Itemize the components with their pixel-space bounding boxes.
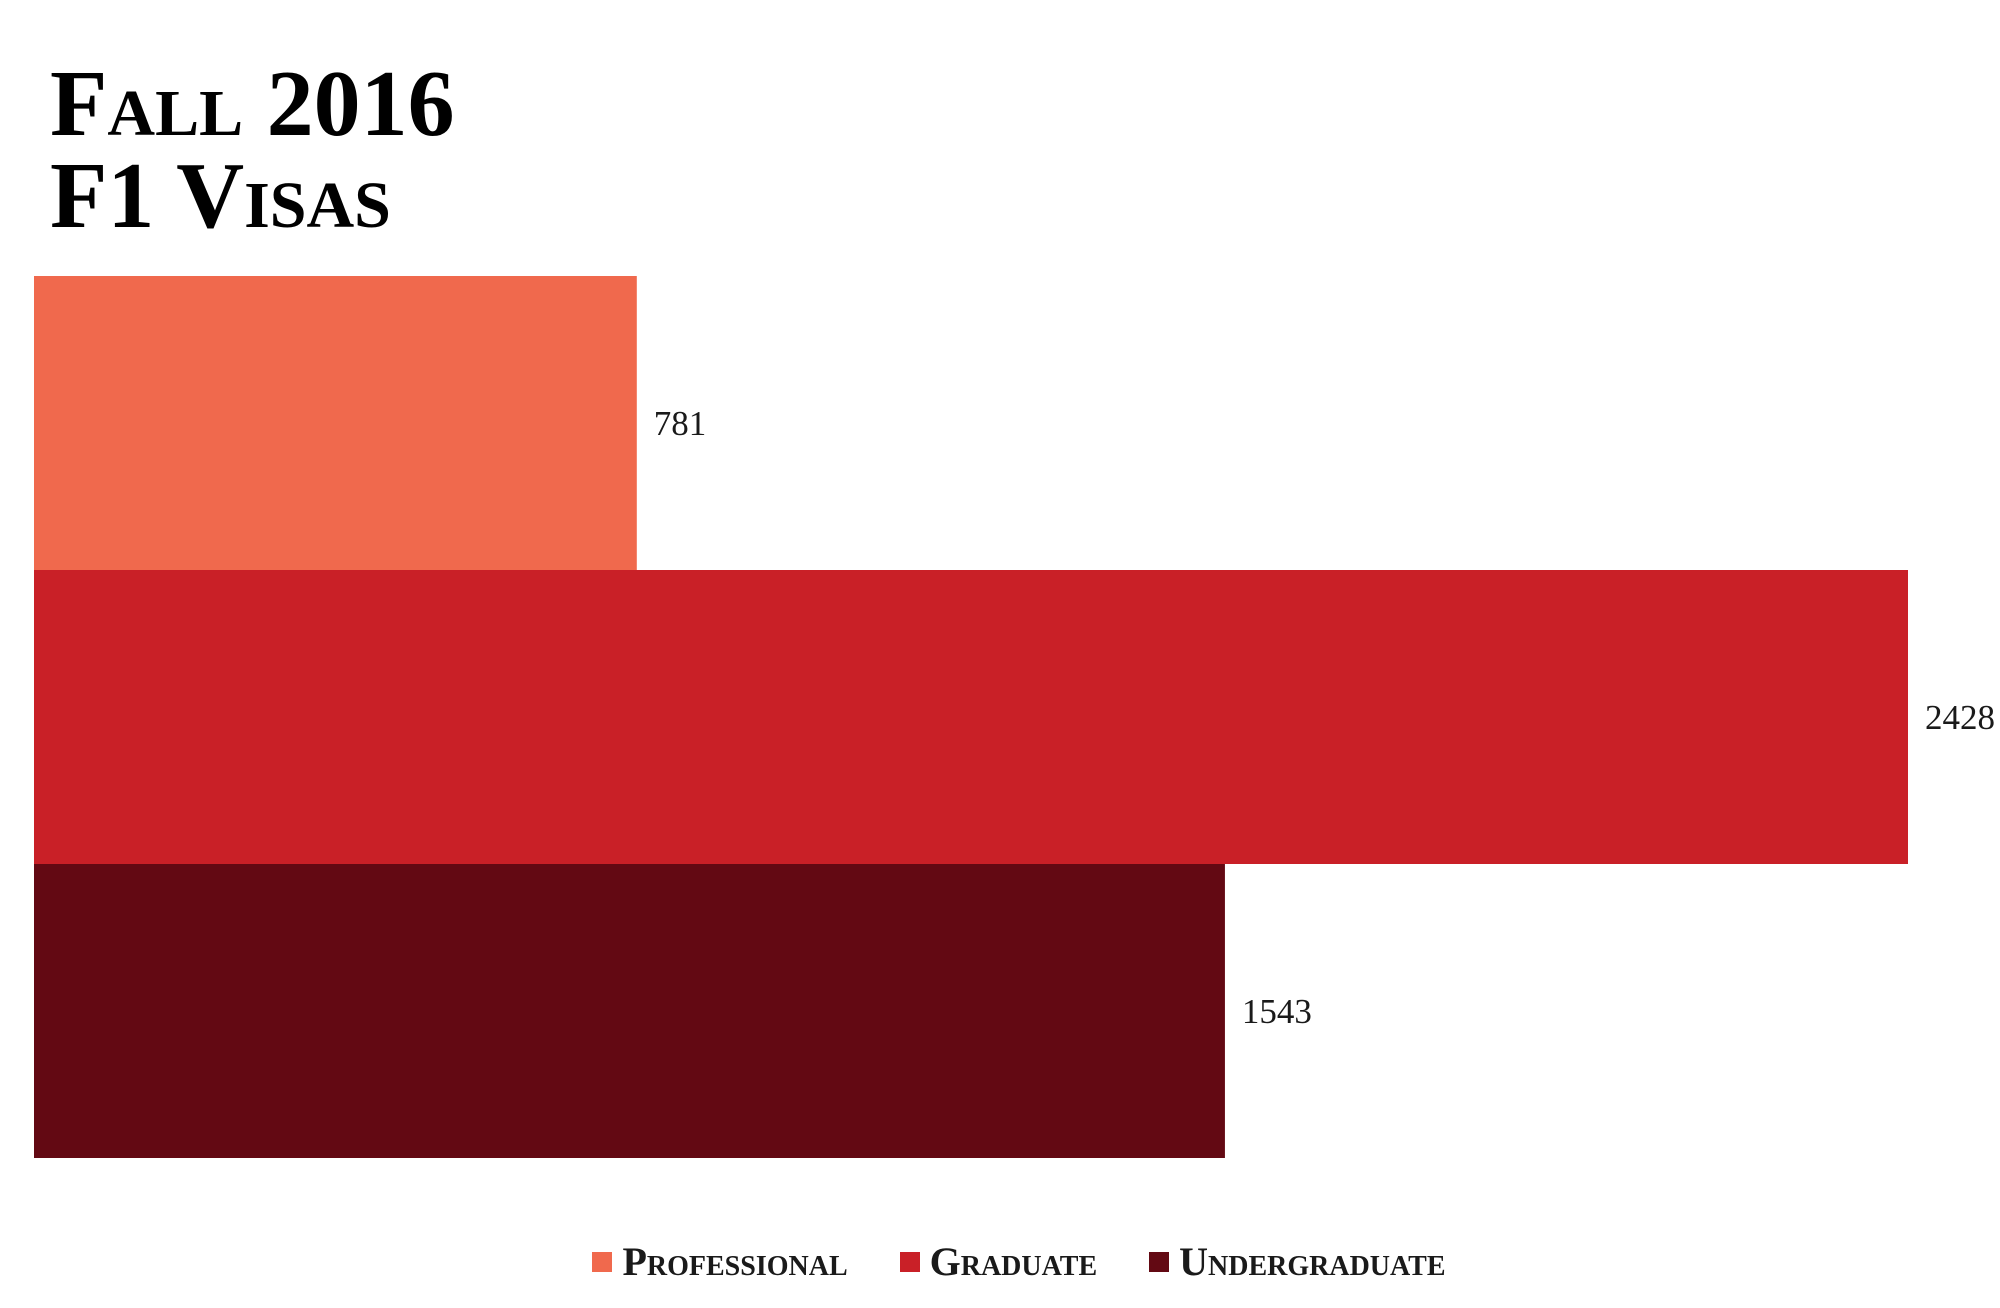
value-label-graduate: 2428 xyxy=(1925,698,1995,737)
legend-item-professional: Professional xyxy=(592,1238,848,1285)
value-label-professional: 781 xyxy=(654,404,707,443)
chart-title-line-1: Fall 2016 xyxy=(50,52,455,156)
chart-title-line-2: F1 Visas xyxy=(50,144,391,248)
bar-undergraduate xyxy=(34,864,1225,1158)
chart-title: Fall 2016 F1 Visas xyxy=(50,52,455,248)
legend-swatch-undergraduate xyxy=(1149,1251,1170,1272)
legend: Professional Graduate Undergraduate xyxy=(0,1238,2000,1285)
legend-swatch-graduate xyxy=(899,1251,920,1272)
bar-professional xyxy=(34,276,637,570)
bars-group xyxy=(34,276,1908,1158)
bar-graduate xyxy=(34,570,1908,864)
legend-label-professional: Professional xyxy=(622,1239,848,1284)
legend-label-undergraduate: Undergraduate xyxy=(1179,1239,1446,1284)
value-labels-group: 781 2428 1543 xyxy=(654,404,1995,1031)
legend-item-graduate: Graduate xyxy=(899,1238,1098,1285)
legend-swatch-professional xyxy=(592,1251,613,1272)
legend-label-graduate: Graduate xyxy=(929,1239,1098,1284)
value-label-undergraduate: 1543 xyxy=(1242,992,1312,1031)
legend-item-undergraduate: Undergraduate xyxy=(1149,1238,1446,1285)
